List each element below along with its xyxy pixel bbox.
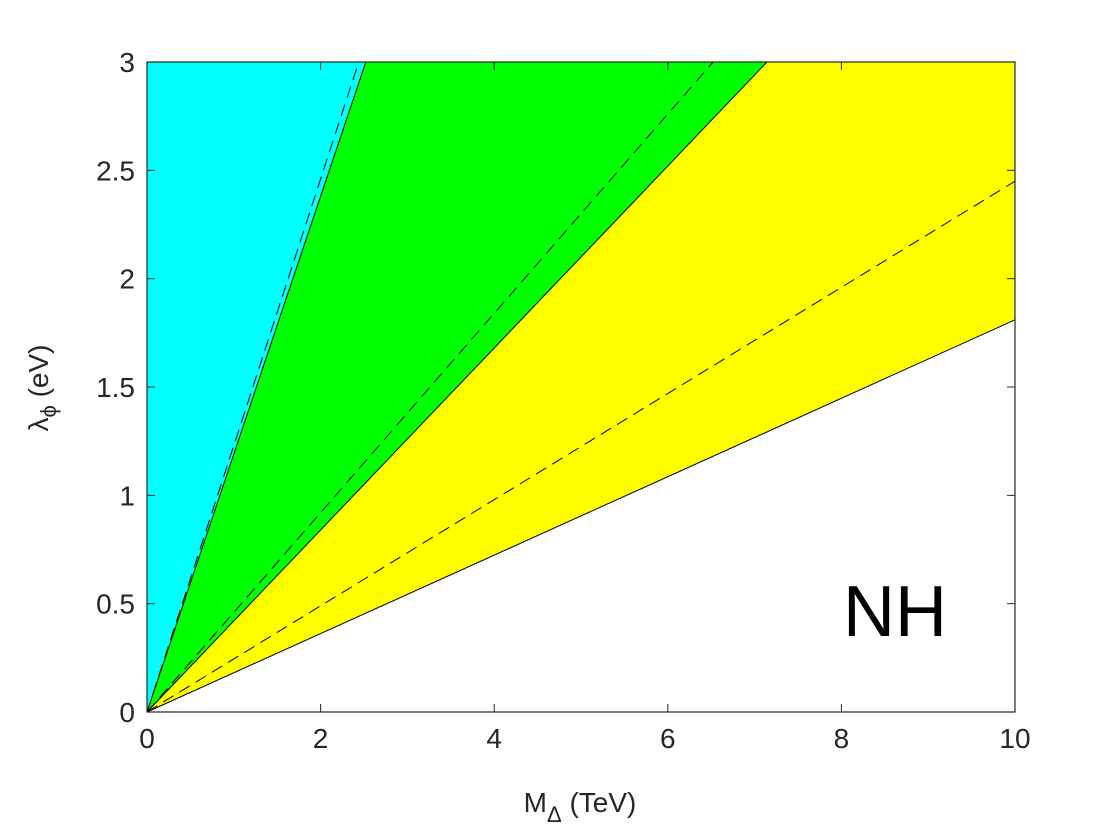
x-tick-label: 10 <box>999 723 1030 754</box>
x-axis-label-subscript: Δ <box>547 802 562 827</box>
x-tick-label: 0 <box>139 723 155 754</box>
x-tick-label: 6 <box>660 723 676 754</box>
hierarchy-annotation: NH <box>843 572 947 652</box>
y-axis-label-base: λ <box>23 418 54 432</box>
solid-boundary-line-1 <box>146 61 367 713</box>
dashed-line-3 <box>146 180 1016 713</box>
y-tick-label: 3 <box>119 47 135 78</box>
y-tick-label: 2 <box>119 264 135 295</box>
solid-boundary-line-2 <box>146 61 768 713</box>
y-axis-label: λϕ (eV) <box>23 344 61 431</box>
region-3 <box>147 62 1015 712</box>
x-tick-label: 2 <box>313 723 329 754</box>
dashed-line-2 <box>146 61 714 713</box>
y-axis-label-unit: (eV) <box>23 344 54 405</box>
y-tick-label: 1.5 <box>96 372 135 403</box>
y-tick-label: 0 <box>119 697 135 728</box>
y-axis-ticks: 0 0.5 1 1.5 2 2.5 3 <box>96 47 1015 728</box>
boundary-lines <box>146 61 1016 713</box>
x-axis-ticks: 0 2 4 6 8 10 <box>139 62 1031 754</box>
y-tick-label: 1 <box>119 480 135 511</box>
x-axis-label: MΔ (TeV) <box>524 787 637 827</box>
y-tick-label: 2.5 <box>96 155 135 186</box>
solid-boundary-line-3 <box>146 319 1016 713</box>
x-axis-label-base: M <box>524 787 547 818</box>
x-axis-label-unit: (TeV) <box>562 787 637 818</box>
y-axis-label-subscript: ϕ <box>36 405 61 417</box>
x-tick-label: 8 <box>834 723 850 754</box>
x-tick-label: 4 <box>486 723 502 754</box>
y-tick-label: 0.5 <box>96 589 135 620</box>
